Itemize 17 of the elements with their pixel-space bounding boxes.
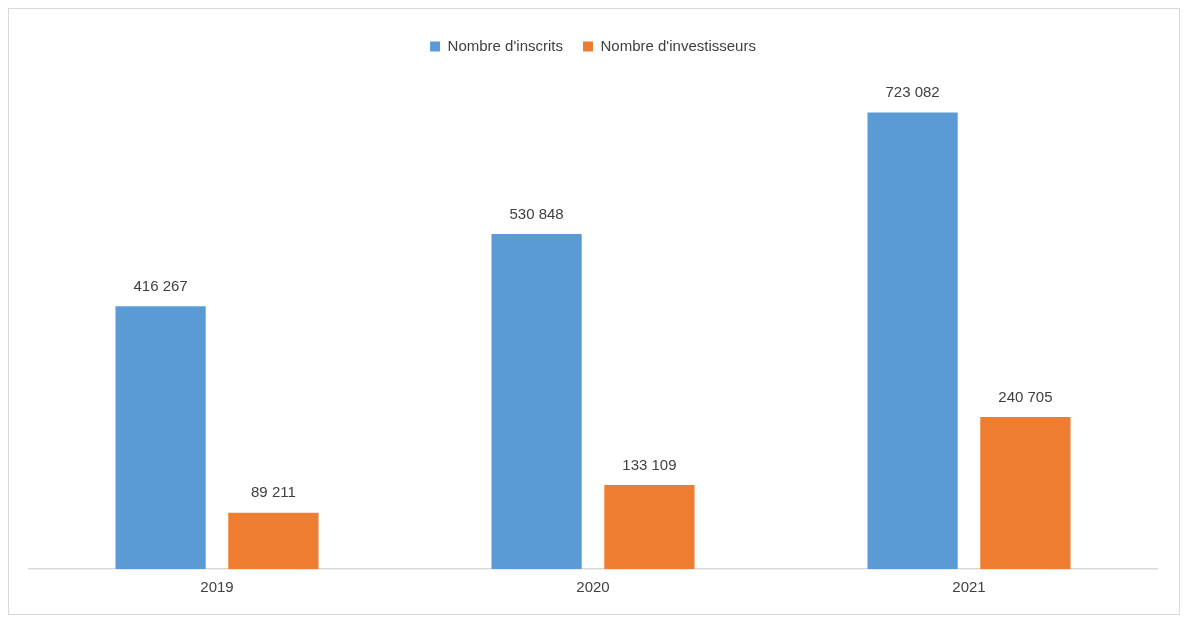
bar xyxy=(115,306,206,569)
data-label: 416 267 xyxy=(133,276,188,294)
bar xyxy=(867,112,958,569)
bar xyxy=(980,417,1071,569)
data-label: 530 848 xyxy=(509,204,564,222)
bar xyxy=(604,484,695,569)
bar xyxy=(491,233,582,569)
x-tick-label: 2019 xyxy=(200,578,234,596)
x-tick-label: 2020 xyxy=(576,578,610,596)
legend-label: Nombre d'inscrits xyxy=(447,36,563,54)
data-label: 89 211 xyxy=(251,483,296,501)
data-label: 723 082 xyxy=(885,83,940,101)
x-tick-label: 2021 xyxy=(952,578,986,596)
bar xyxy=(228,512,319,569)
data-label: 240 705 xyxy=(998,387,1053,405)
legend-label: Nombre d'investisseurs xyxy=(600,36,756,54)
data-label: 133 109 xyxy=(622,455,677,473)
